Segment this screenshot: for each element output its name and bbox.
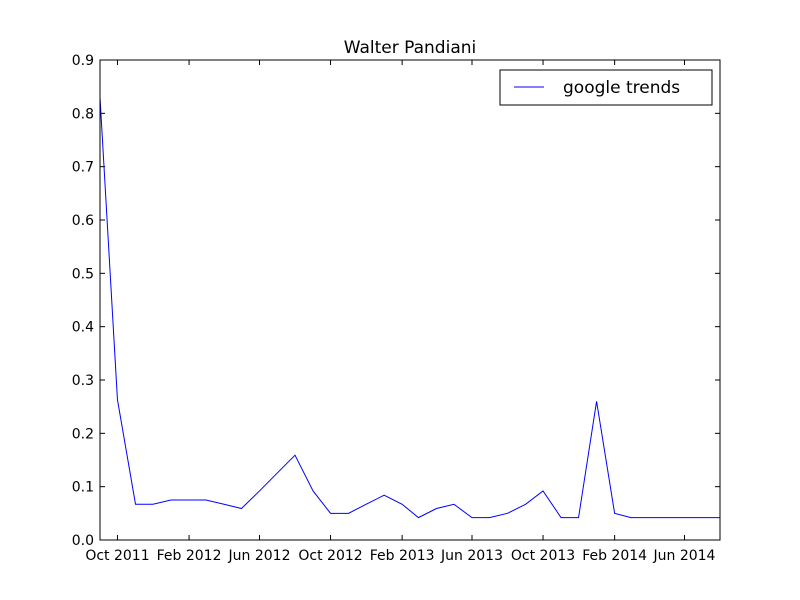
series-layer <box>99 97 720 519</box>
legend-label: google trends <box>563 78 680 98</box>
x-tick-label: Oct 2012 <box>298 548 362 564</box>
series-line-google-trends <box>99 97 720 519</box>
y-tick-label: 0.7 <box>72 160 94 176</box>
y-tick-label: 0.0 <box>72 533 94 549</box>
y-tick-label: 0.3 <box>72 373 94 389</box>
x-tick-label: Jun 2013 <box>440 548 503 564</box>
ticks-layer: 0.0 0.1 0.2 0.3 0.4 0.5 0.6 0.7 0.8 0.9 Oct 2011 Fe… <box>72 53 720 564</box>
x-tick-label: Jun 2014 <box>653 548 716 564</box>
legend: google trends <box>499 69 713 106</box>
x-tick-label: Feb 2014 <box>582 548 647 564</box>
x-tick-label: Oct 2013 <box>511 548 575 564</box>
x-tick-label: Jun 2012 <box>228 548 291 564</box>
y-tick-label: 0.4 <box>72 320 94 336</box>
plot-frame <box>99 59 721 541</box>
x-tick-label: Feb 2012 <box>157 548 222 564</box>
y-tick-label: 0.2 <box>72 426 94 442</box>
x-tick-label: Feb 2013 <box>370 548 435 564</box>
y-tick-label: 0.9 <box>72 53 94 69</box>
y-tick-label: 0.5 <box>72 266 94 282</box>
y-tick-label: 0.1 <box>72 480 94 496</box>
x-tick-label: Oct 2011 <box>85 548 149 564</box>
y-tick-label: 0.6 <box>72 213 94 229</box>
chart-title: Walter Pandiani <box>344 38 477 58</box>
y-tick-label: 0.8 <box>72 106 94 122</box>
